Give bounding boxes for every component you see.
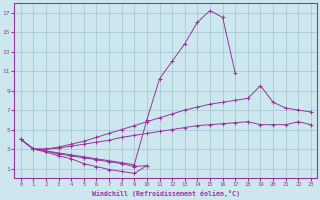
X-axis label: Windchill (Refroidissement éolien,°C): Windchill (Refroidissement éolien,°C) [92, 190, 240, 197]
